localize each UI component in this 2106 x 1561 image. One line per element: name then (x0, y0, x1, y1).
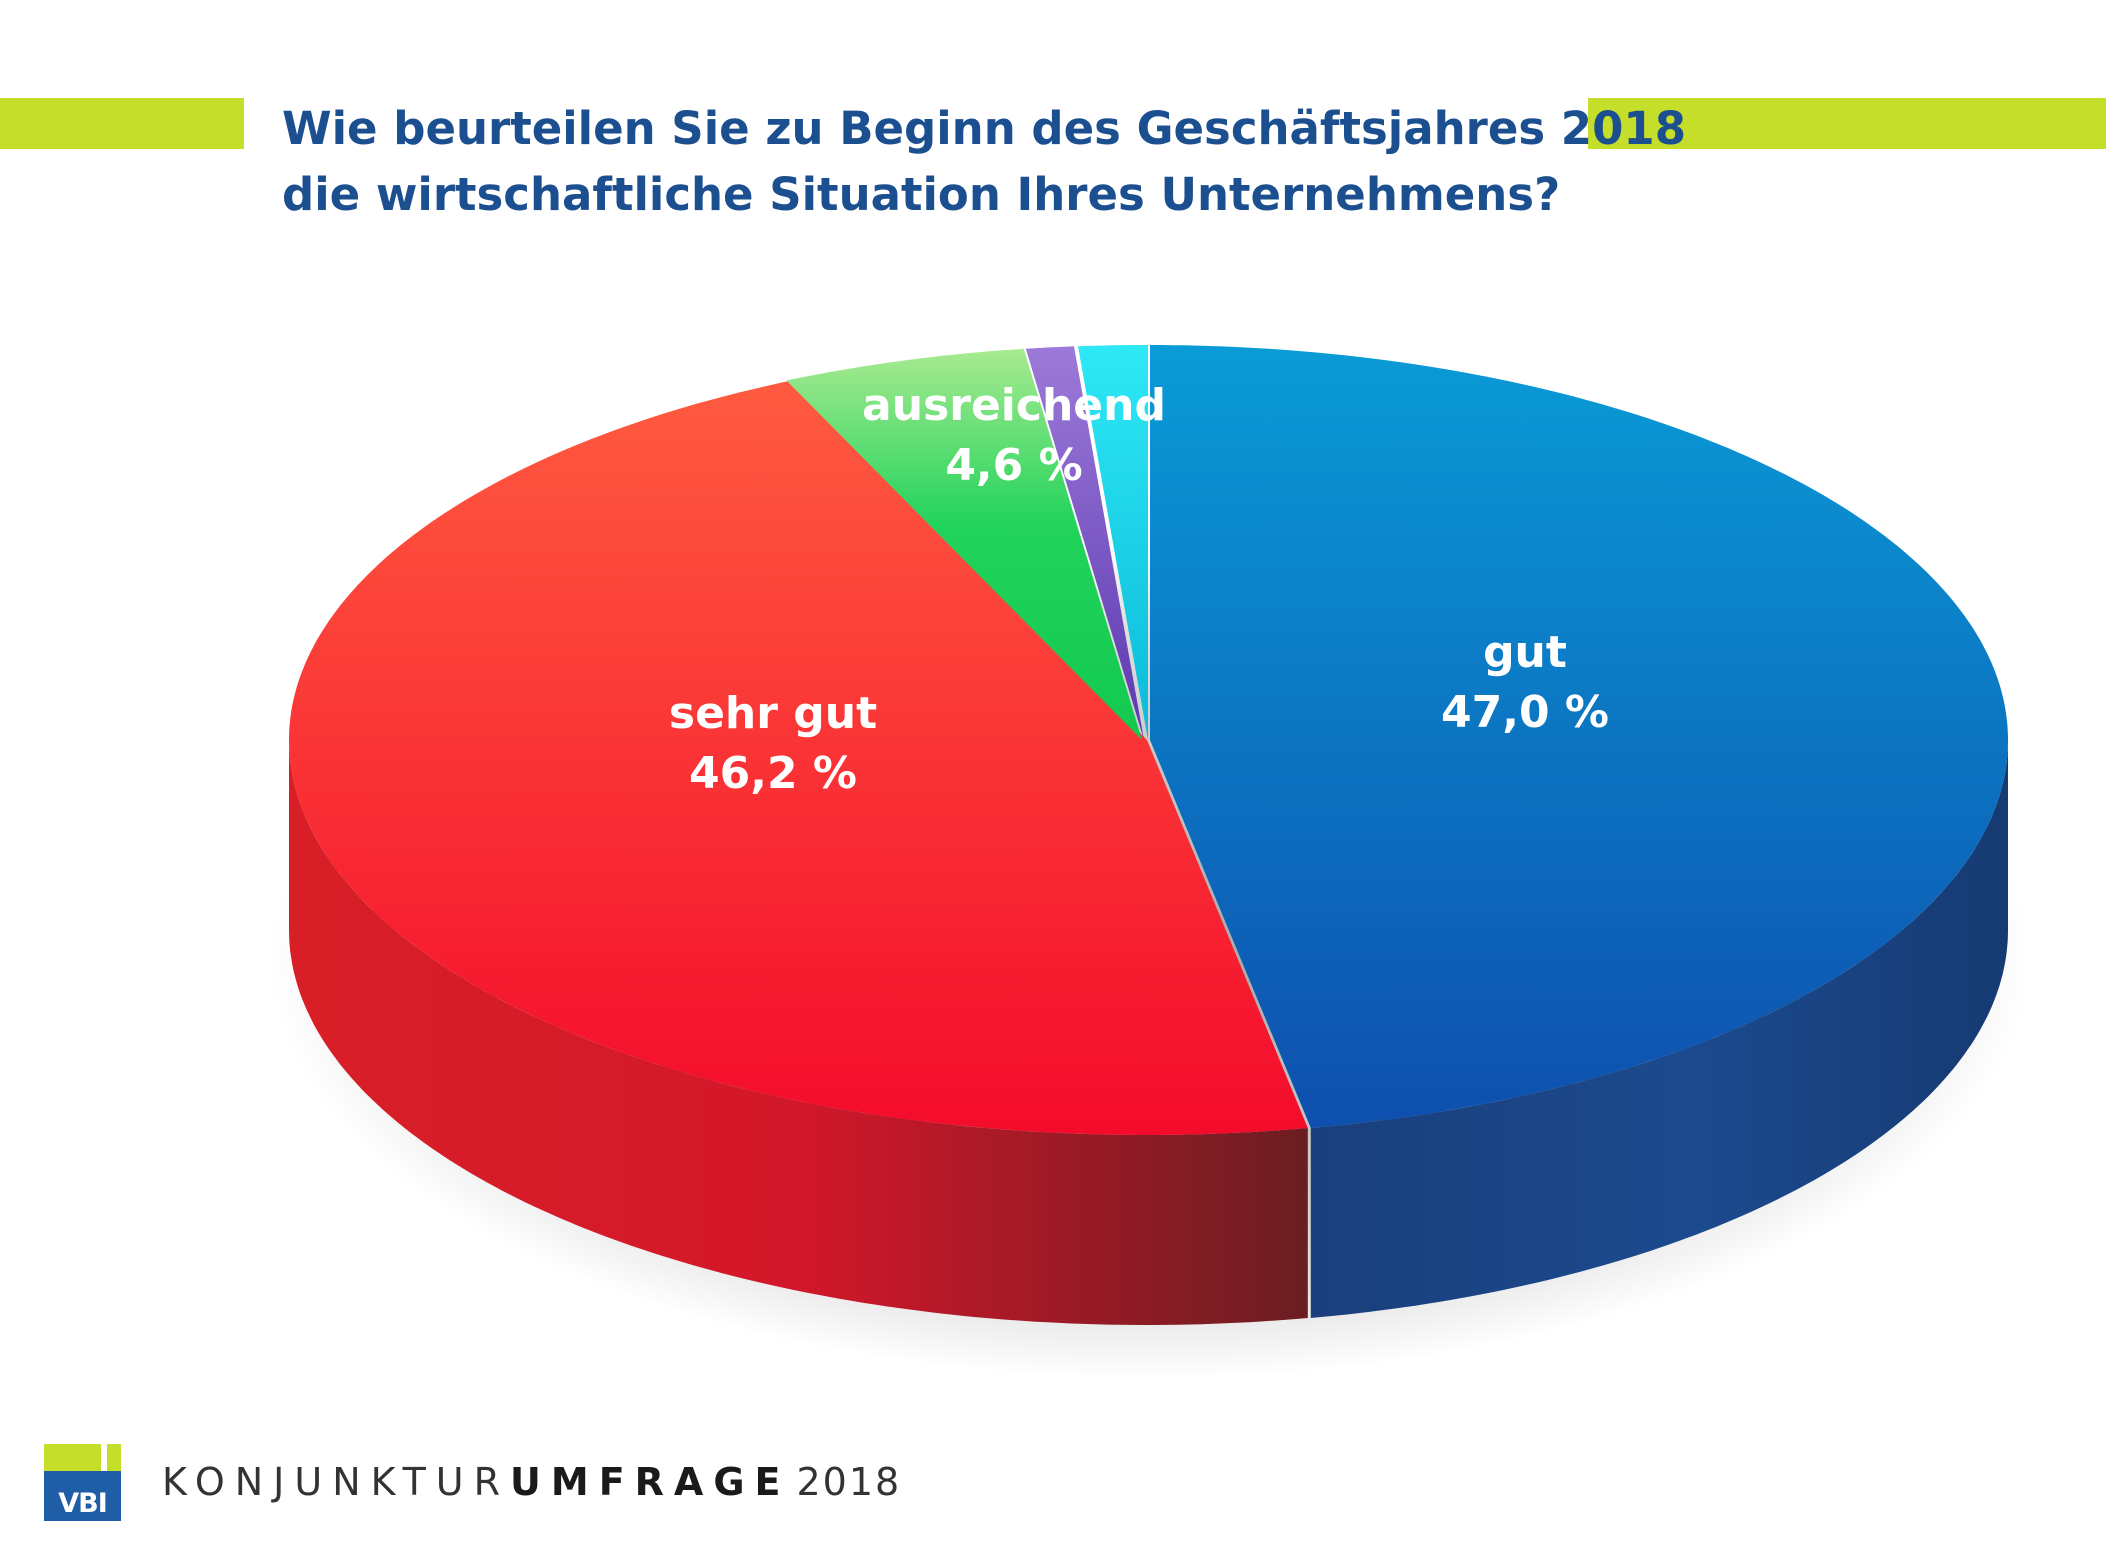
chart-title-line-1: Wie beurteilen Sie zu Beginn des Geschäf… (282, 102, 1687, 155)
pie-slice-side-sehr-gut-0 (289, 740, 1308, 1325)
footer-year: 2018 (796, 1460, 902, 1504)
logo-text: VBI (58, 1488, 108, 1519)
pie-slice-side-gut-0 (1310, 740, 2008, 1318)
accent-band-left (0, 98, 244, 149)
chart-title-line-2: die wirtschaftliche Situation Ihres Unte… (282, 168, 1561, 221)
accent-band-right (1588, 98, 2106, 149)
footer-label: KONJUNKTURUMFRAGE 2018 (162, 1460, 901, 1504)
pie-slice-gut (1150, 345, 2008, 1128)
pie-slice-slice-4 (1078, 345, 1148, 740)
footer-label-regular: KONJUNKTUR (162, 1460, 511, 1504)
pie-value-gut: 47,0 % (1441, 687, 1609, 738)
vbi-logo: VBI (44, 1444, 121, 1521)
logo-gap (101, 1444, 107, 1471)
pie-slice-sehr-gut (289, 380, 1308, 1135)
chart-title: Wie beurteilen Sie zu Beginn des Geschäf… (282, 96, 1687, 228)
pie-value-sehr-gut: 46,2 % (689, 748, 857, 799)
pie-value-ausreichend: 4,6 % (945, 440, 1082, 491)
pie-label-gut: gut (1483, 627, 1567, 678)
pie-label-sehr-gut: sehr gut (669, 688, 877, 739)
pie-slice-ausreichend (786, 348, 1142, 740)
pie-slice-slice-3 (1025, 346, 1144, 740)
logo-accent (44, 1444, 121, 1471)
footer-label-bold: UMFRAGE (510, 1460, 791, 1504)
pie-label-ausreichend: ausreichend (862, 380, 1166, 431)
